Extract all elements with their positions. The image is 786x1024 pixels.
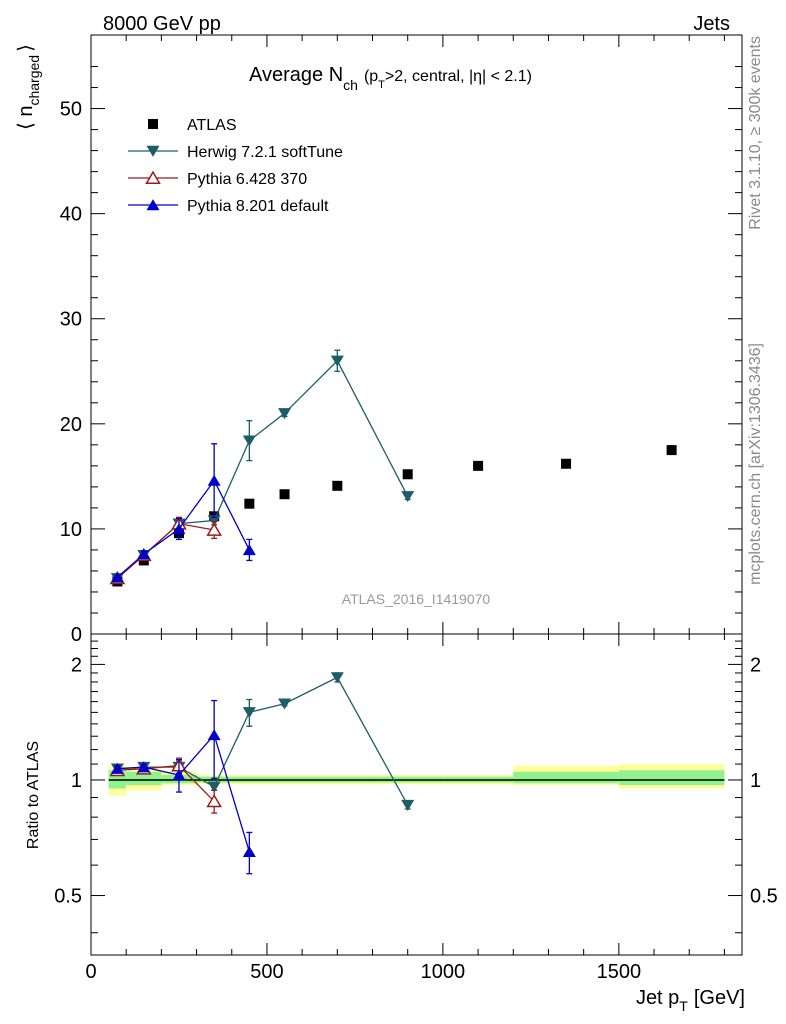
main-data-point <box>207 474 221 486</box>
main-data-point <box>330 355 344 367</box>
ratio-data-point <box>172 769 186 781</box>
xlabel-unit: [GeV] <box>694 987 745 1009</box>
legend-marker <box>146 145 160 157</box>
main-panel: 0 10 20 30 40 50 <box>60 34 743 646</box>
ratio-series <box>110 699 256 875</box>
legend-marker <box>146 199 160 211</box>
ratio-data-point <box>110 762 124 774</box>
rivet-label: Rivet 3.1.10, ≥ 300k events <box>747 36 764 230</box>
main-series <box>110 443 256 583</box>
xlabel-sub: T <box>679 998 688 1014</box>
header-right: Jets <box>693 13 730 35</box>
y-tick-label: 0 <box>71 624 82 646</box>
main-data-point <box>561 458 572 469</box>
band-inner-9 <box>513 771 619 784</box>
y-tick-label: 10 <box>60 519 82 541</box>
main-series <box>110 349 415 585</box>
ratio-y-tick-label: 1 <box>71 770 82 792</box>
ratio-panel: 0.5 0.5 1 1 2 2 <box>54 633 778 956</box>
title-paren1: (p <box>364 68 378 85</box>
main-data-point <box>402 469 413 480</box>
ratio-series-line <box>117 733 250 852</box>
ratio-y-tick-label: 2 <box>71 654 82 676</box>
ratio-series-line <box>117 764 215 802</box>
ylabel-main: ⟨ n <box>15 106 37 130</box>
main-data-point <box>172 523 186 535</box>
ratio-ylabel: Ratio to ATLAS <box>25 741 42 849</box>
title-psub: T <box>378 79 385 91</box>
ratio-data-point <box>207 729 221 741</box>
ylabel-sub: charged <box>26 55 42 106</box>
ratio-frame <box>90 633 743 956</box>
ratio-data-point <box>401 799 415 811</box>
x-axis-label: Jet pT [GeV] <box>636 987 745 1014</box>
ratio-data-point <box>206 793 222 808</box>
legend-label: Pythia 6.428 370 <box>187 171 307 188</box>
legend-marker <box>145 170 161 184</box>
main-data-point <box>110 571 124 583</box>
title-main: Average N <box>249 64 343 86</box>
legend-label: Herwig 7.2.1 softTune <box>187 144 343 161</box>
svg-text:⟨ ncharged⟩: ⟨ ncharged ⟩ <box>15 44 42 130</box>
main-data-point <box>666 445 677 456</box>
main-data-point <box>206 522 222 536</box>
analysis-watermark: ATLAS_2016_I1419070 <box>342 591 491 607</box>
main-series <box>109 516 222 585</box>
main-data-point <box>473 460 484 471</box>
ratio-y-tick-label: 0.5 <box>54 886 82 908</box>
ratio-series-line <box>117 676 409 806</box>
xlabel-main: Jet p <box>636 987 679 1009</box>
title-sub: ch <box>343 77 358 93</box>
ratio-data-point <box>278 698 292 710</box>
legend-label: Pythia 8.201 default <box>187 198 329 215</box>
main-data-point <box>242 435 256 447</box>
main-series-line <box>116 522 215 579</box>
ratio-data-point <box>207 781 221 793</box>
main-data-point <box>244 498 255 509</box>
main-data-point <box>207 515 221 527</box>
x-tick-label: 1500 <box>597 961 642 983</box>
main-data-point <box>278 408 292 420</box>
header-left: 8000 GeV pp <box>103 13 221 35</box>
legend-marker <box>148 119 158 129</box>
band-inner-10 <box>618 770 725 786</box>
ratio-data-point <box>242 707 256 719</box>
main-data-point <box>332 480 343 491</box>
ratio-y-tick-label-right: 1 <box>750 770 761 792</box>
ylabel-close: ⟩ <box>15 44 37 52</box>
main-series-line <box>116 359 409 579</box>
ratio-data-point <box>242 845 256 857</box>
ratio-y-tick-label-right: 2 <box>750 654 761 676</box>
x-tick-label: 0 <box>85 961 96 983</box>
x-tick-label: 500 <box>250 961 283 983</box>
mcplots-label: mcplots.cern.ch [arXiv:1306.3436] <box>747 343 764 585</box>
main-data-point <box>242 544 256 556</box>
main-data-point <box>401 491 415 503</box>
y-tick-label: 50 <box>60 99 82 121</box>
legend: ATLAS Herwig 7.2.1 softTune Pythia 6.428 3… <box>128 117 343 215</box>
y-tick-label: 20 <box>60 414 82 436</box>
main-series <box>112 445 677 587</box>
x-tick-label: 1000 <box>421 961 466 983</box>
band-inner-1 <box>126 771 162 786</box>
y-tick-label: 40 <box>60 204 82 226</box>
main-ylabel: ⟨ ncharged ⟩ <box>15 44 42 130</box>
main-data-point <box>137 548 151 560</box>
y-tick-label: 30 <box>60 309 82 331</box>
ratio-data-point <box>330 672 344 684</box>
legend-label: ATLAS <box>187 117 237 134</box>
chart-title: Average Nch (pT>2, central, |η| < 2.1) <box>249 64 532 93</box>
main-data-point <box>279 489 290 500</box>
ratio-data-point <box>137 761 151 773</box>
title-paren2: >2, central, |η| < 2.1) <box>385 68 532 85</box>
ratio-y-tick-label-right: 0.5 <box>750 886 778 908</box>
